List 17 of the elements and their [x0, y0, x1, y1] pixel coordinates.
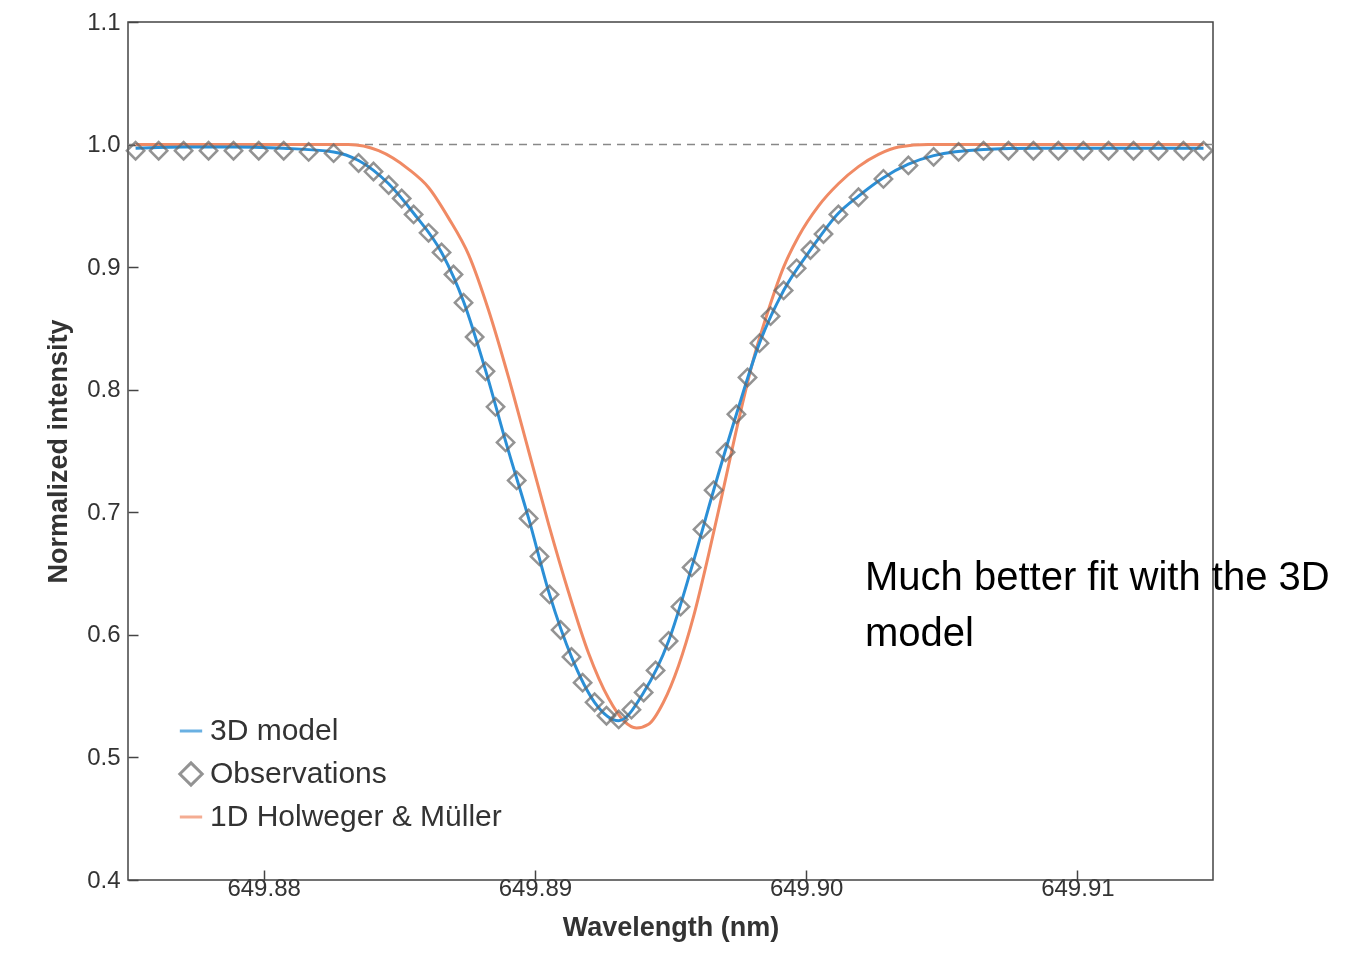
x-axis-title: Wavelength (nm) — [562, 911, 780, 942]
y-tick-label: 0.7 — [87, 497, 121, 525]
y-tick-label: 0.8 — [87, 375, 121, 403]
y-tick-label: 1.1 — [87, 7, 121, 35]
y-tick-label: 0.5 — [87, 742, 121, 770]
x-tick-label: 649.91 — [1041, 873, 1115, 901]
legend-label: Observations — [210, 756, 387, 789]
y-tick-label: 1.0 — [87, 130, 121, 158]
legend-label: 3D model — [210, 713, 339, 746]
legend-label: 1D Holweger & Müller — [210, 799, 502, 832]
x-tick-label: 649.90 — [769, 873, 844, 901]
x-tick-label: 649.89 — [498, 873, 573, 901]
y-axis-title: Normalized intensity — [43, 319, 74, 584]
y-tick-label: 0.4 — [87, 865, 121, 893]
x-tick-label: 649.88 — [227, 873, 301, 901]
y-tick-label: 0.6 — [87, 620, 121, 648]
y-tick-label: 0.9 — [87, 252, 121, 280]
